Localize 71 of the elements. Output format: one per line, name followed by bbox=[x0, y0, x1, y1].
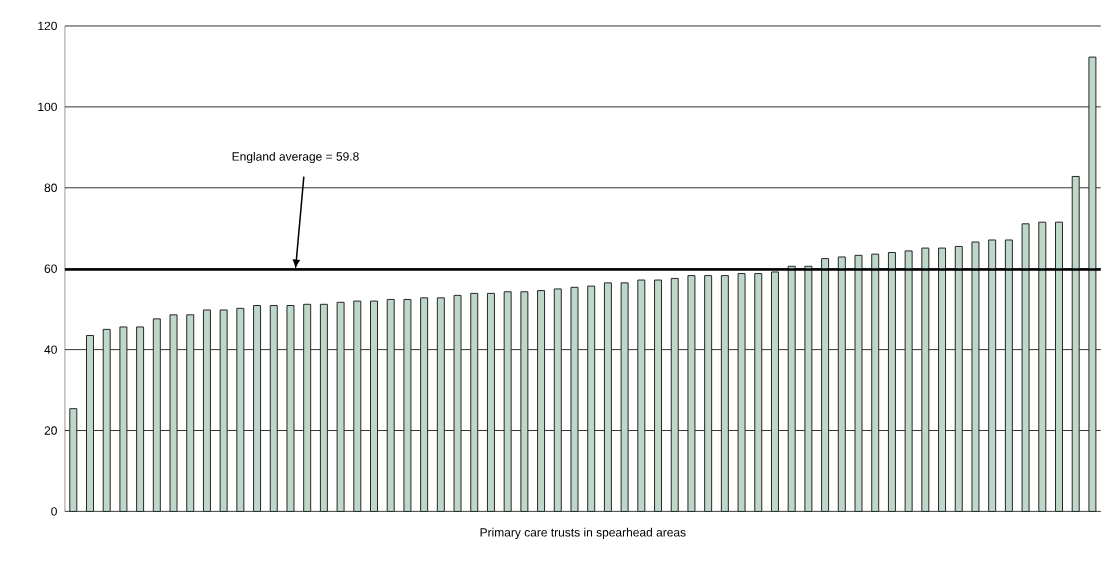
bar bbox=[219, 309, 228, 512]
bar bbox=[770, 271, 779, 512]
bar bbox=[202, 309, 211, 512]
bar bbox=[720, 274, 729, 512]
y-tick-label: 120 bbox=[38, 21, 57, 31]
bar bbox=[152, 318, 161, 512]
bar bbox=[470, 292, 479, 512]
bar bbox=[169, 314, 178, 512]
bar bbox=[904, 250, 913, 512]
bar bbox=[136, 326, 145, 512]
bar bbox=[1004, 239, 1013, 512]
bar bbox=[236, 307, 245, 512]
bar bbox=[737, 272, 746, 512]
bar bbox=[887, 251, 896, 512]
bar bbox=[954, 245, 963, 512]
bar bbox=[637, 279, 646, 512]
bar bbox=[69, 407, 78, 512]
bar bbox=[971, 241, 980, 512]
bar bbox=[186, 314, 195, 512]
bar bbox=[370, 300, 379, 512]
bar bbox=[787, 265, 796, 512]
bar bbox=[654, 279, 663, 512]
bar bbox=[336, 301, 345, 512]
bar bbox=[253, 304, 262, 512]
bar bbox=[269, 304, 278, 512]
y-tick-label: 0 bbox=[51, 507, 57, 516]
ref-line-label: England average = 59.8 bbox=[232, 151, 359, 163]
y-tick-label: 100 bbox=[38, 102, 57, 111]
bar bbox=[670, 277, 679, 512]
bar bbox=[1021, 223, 1030, 512]
bar bbox=[85, 334, 94, 512]
bar bbox=[453, 294, 462, 512]
bar bbox=[119, 326, 128, 512]
bar bbox=[1088, 56, 1097, 512]
y-tick-label: 60 bbox=[44, 264, 57, 273]
bar bbox=[704, 274, 713, 512]
bar bbox=[520, 291, 529, 512]
y-tick-label: 40 bbox=[44, 345, 57, 354]
bar bbox=[1055, 221, 1063, 512]
bar bbox=[102, 328, 111, 512]
bar bbox=[503, 291, 512, 512]
bar bbox=[537, 289, 546, 512]
bar bbox=[1038, 221, 1047, 512]
bar bbox=[804, 265, 813, 512]
bar bbox=[854, 254, 863, 512]
bar bbox=[553, 288, 562, 512]
bar bbox=[386, 298, 395, 512]
bar bbox=[988, 239, 997, 512]
x-axis-title: Primary care trusts in spearhead areas bbox=[480, 527, 686, 539]
bar bbox=[821, 257, 830, 512]
bar bbox=[286, 304, 295, 512]
bar bbox=[620, 282, 629, 512]
bar bbox=[837, 256, 846, 512]
bar bbox=[603, 282, 612, 512]
bar bbox=[319, 303, 328, 512]
bar bbox=[403, 298, 412, 512]
bar bbox=[587, 285, 596, 512]
bar bbox=[436, 297, 445, 512]
bar bbox=[486, 292, 495, 512]
bar bbox=[687, 274, 696, 512]
y-tick-label: 80 bbox=[44, 183, 57, 192]
bar bbox=[938, 247, 947, 512]
bar bbox=[420, 297, 429, 512]
bar bbox=[570, 286, 579, 512]
bar bbox=[921, 247, 930, 512]
bar bbox=[871, 253, 880, 512]
y-tick-label: 20 bbox=[44, 426, 57, 435]
bar bbox=[754, 272, 763, 512]
bar bbox=[353, 300, 362, 512]
bar bbox=[303, 303, 312, 512]
bar bbox=[1071, 175, 1080, 512]
